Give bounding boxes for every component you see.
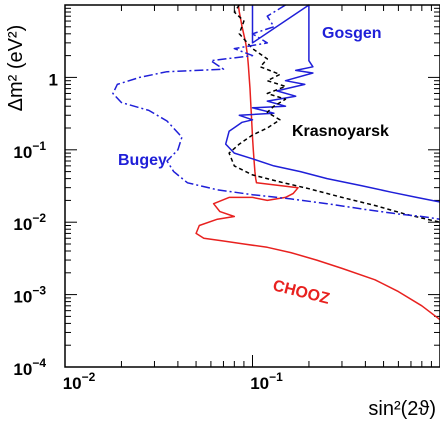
y-tick-label: 10−3 <box>13 284 46 307</box>
axis-ticks <box>64 5 440 368</box>
series-label-chooz: CHOOZ <box>271 277 331 308</box>
y-tick-label-exp: −1 <box>32 139 46 153</box>
series-line-gosgen <box>224 4 440 203</box>
y-axis-title: Δm² (eV²) <box>5 25 27 112</box>
y-tick-label-base: 10 <box>13 288 32 307</box>
exclusion-curves <box>112 4 440 321</box>
series-labels: CHOOZ Gosgen Krasnoyarsk Bugey <box>118 25 389 308</box>
x-tick-label-base: 10 <box>63 374 82 393</box>
tick-labels: 10−2 10−110−410−310−210−11 <box>13 70 283 393</box>
x-tick-label: 10−2 <box>63 370 96 393</box>
y-tick-label: 10−1 <box>13 139 46 162</box>
y-tick-label: 10−2 <box>13 211 46 234</box>
x-tick-label-exp: −1 <box>269 370 283 384</box>
y-tick-label-base: 1 <box>49 70 58 89</box>
x-tick-label-base: 10 <box>250 374 269 393</box>
x-axis-title: sin²(2ϑ) <box>368 398 436 420</box>
series-line-krasnoyarsk <box>228 4 440 223</box>
y-tick-label-base: 10 <box>13 360 32 379</box>
axis-titles: sin²(2ϑ) Δm² (eV²) <box>5 25 436 420</box>
plot-frame <box>64 4 440 368</box>
series-label-gosgen: Gosgen <box>322 25 382 42</box>
x-tick-label-exp: −2 <box>82 370 96 384</box>
y-tick-label: 1 <box>49 70 58 89</box>
series-label-bugey: Bugey <box>118 152 167 169</box>
y-tick-label-exp: −2 <box>32 211 46 225</box>
x-tick-label: 10−1 <box>250 370 283 393</box>
y-tick-label-exp: −3 <box>32 284 46 298</box>
series-line-bugey <box>112 4 440 220</box>
y-tick-label-base: 10 <box>13 215 32 234</box>
y-tick-label-exp: −4 <box>32 356 46 370</box>
series-line-chooz <box>195 4 440 321</box>
series-label-krasnoyarsk: Krasnoyarsk <box>292 123 389 140</box>
y-tick-label-base: 10 <box>13 143 32 162</box>
y-tick-label: 10−4 <box>13 356 46 379</box>
